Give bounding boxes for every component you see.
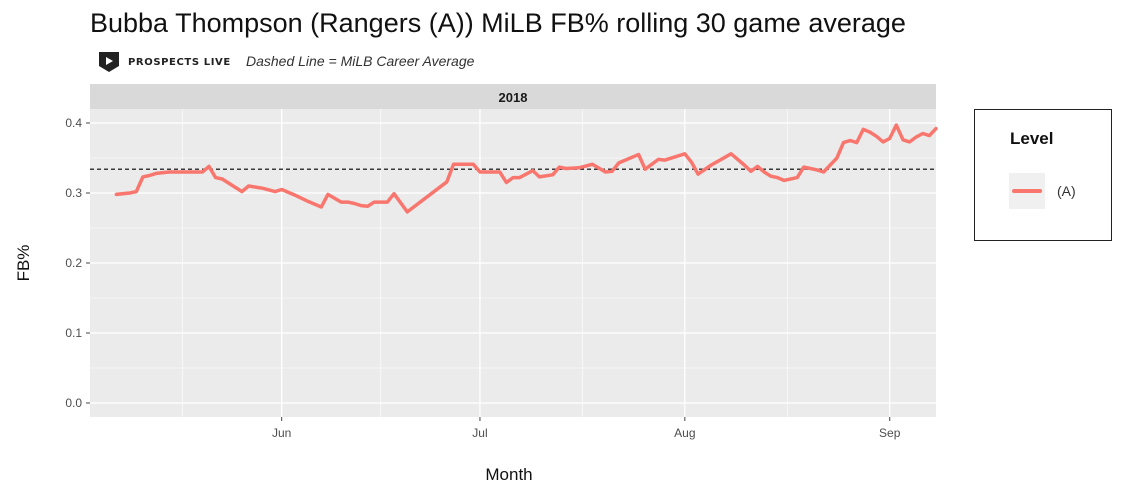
y-tick-label: 0.4 (65, 116, 82, 130)
x-tick-label: Aug (674, 426, 695, 440)
x-tick-label: Sep (879, 426, 901, 440)
y-tick-label: 0.2 (65, 256, 82, 270)
y-tick-label: 0.1 (65, 326, 82, 340)
y-axis-title: FB% (14, 245, 33, 282)
legend: Level (A) (974, 109, 1112, 241)
x-axis: Jun Jul Aug Sep (272, 417, 901, 440)
y-tick-label: 0.3 (65, 186, 82, 200)
prospects-live-logo-icon (99, 52, 119, 72)
y-axis: 0.0 0.1 0.2 0.3 0.4 (65, 116, 90, 410)
facet-strip (90, 84, 936, 109)
x-tick-label: Jun (272, 426, 291, 440)
chart-subtitle: Dashed Line = MiLB Career Average (246, 53, 475, 69)
legend-label-a: (A) (1057, 183, 1076, 199)
y-tick-label: 0.0 (65, 396, 82, 410)
major-gridlines (90, 109, 936, 417)
facet-label: 2018 (499, 90, 528, 105)
brand-name: PROSPECTS LIVE (128, 56, 231, 68)
legend-key-line (1012, 189, 1042, 193)
legend-key-a (1009, 173, 1045, 209)
series-line-a (114, 123, 938, 214)
legend-title: Level (1010, 129, 1054, 148)
x-axis-title: Month (485, 465, 532, 484)
x-tick-label: Jul (472, 426, 487, 440)
chart-title: Bubba Thompson (Rangers (A)) MiLB FB% ro… (90, 8, 906, 38)
brand: PROSPECTS LIVE (98, 51, 231, 73)
